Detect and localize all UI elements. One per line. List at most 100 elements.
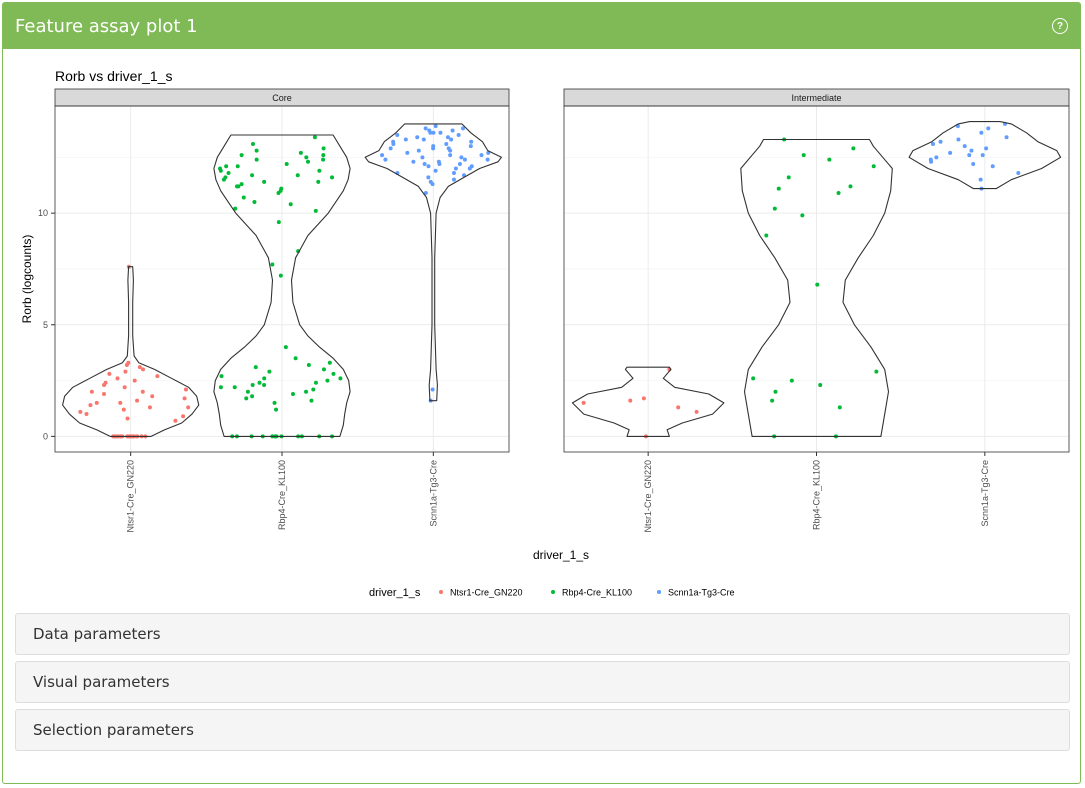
data-point	[459, 155, 464, 160]
data-point	[245, 389, 250, 394]
data-point	[121, 407, 126, 412]
data-point	[423, 191, 428, 196]
data-point	[312, 135, 317, 140]
violin-shape	[908, 121, 1062, 190]
data-point	[426, 164, 431, 169]
data-point	[150, 394, 155, 399]
data-point	[1004, 135, 1009, 140]
facet-strip-label: Intermediate	[791, 93, 841, 103]
data-point	[1016, 170, 1021, 175]
question-circle-icon[interactable]: ?	[1052, 18, 1068, 34]
data-point	[403, 137, 408, 142]
x-axis-label: driver_1_s	[533, 548, 589, 562]
data-point	[416, 148, 421, 153]
data-point	[421, 137, 426, 142]
data-point	[874, 369, 879, 374]
data-point	[772, 206, 777, 211]
data-point	[288, 202, 293, 207]
data-point	[934, 155, 939, 160]
panel-border	[54, 105, 510, 453]
data-point	[437, 162, 442, 167]
data-point	[89, 389, 94, 394]
facet-strip-label: Core	[272, 93, 292, 103]
selection-parameters-label: Selection parameters	[33, 721, 194, 739]
legend-entry-label: Scnn1a-Tg3-Cre	[668, 588, 735, 598]
data-point	[431, 130, 436, 135]
data-point	[445, 135, 450, 140]
data-point	[284, 162, 289, 167]
x-tick-label: Rbp4-Cre_KL100	[277, 460, 287, 530]
panel-header: Feature assay plot 1 ?	[3, 3, 1080, 49]
y-axis-label: Rorb (logcounts)	[20, 235, 34, 324]
data-parameters-section[interactable]: Data parameters	[15, 613, 1070, 655]
visual-parameters-section[interactable]: Visual parameters	[15, 661, 1070, 703]
data-point	[800, 213, 805, 218]
data-point	[948, 150, 953, 155]
data-point	[305, 159, 310, 164]
data-point	[262, 376, 267, 381]
panel-title: Feature assay plot 1	[15, 15, 198, 37]
data-point	[293, 356, 298, 361]
data-point	[155, 374, 160, 379]
data-point	[456, 133, 461, 138]
data-point	[428, 179, 433, 184]
data-point	[383, 157, 388, 162]
legend-key	[439, 590, 443, 594]
data-point	[135, 398, 140, 403]
data-point	[338, 376, 343, 381]
data-point	[676, 405, 681, 410]
data-point	[123, 369, 128, 374]
x-tick-label: Ntsr1-Cre_GN220	[643, 460, 653, 533]
plot-title: Rorb vs driver_1_s	[55, 68, 173, 84]
y-tick-label: 5	[43, 320, 48, 330]
data-point	[837, 405, 842, 410]
data-point	[252, 199, 257, 204]
data-point	[313, 208, 318, 213]
violin-shape	[364, 123, 502, 402]
data-point	[321, 146, 326, 151]
data-point	[223, 175, 228, 180]
data-point	[78, 409, 83, 414]
y-tick-label: 10	[38, 208, 48, 218]
data-point	[978, 177, 983, 182]
data-point	[283, 345, 288, 350]
data-point	[457, 162, 462, 167]
data-point	[851, 146, 856, 151]
data-point	[321, 157, 326, 162]
violin-shape	[740, 138, 893, 437]
legend-title: driver_1_s	[369, 587, 421, 599]
data-point	[433, 168, 438, 173]
violin-plot[interactable]: Rorb vs driver_1_s Core Ntsr1-Cre_GN220 Rb…	[3, 51, 1082, 606]
legend-key	[551, 590, 555, 594]
data-point	[304, 389, 309, 394]
data-point	[479, 153, 484, 158]
data-point	[107, 371, 112, 376]
data-point	[422, 162, 427, 167]
data-point	[986, 126, 991, 131]
data-point	[801, 153, 806, 158]
data-point	[789, 378, 794, 383]
x-tick-label: Ntsr1-Cre_GN220	[126, 460, 136, 533]
x-tick-label: Scnn1a-Tg3-Cre	[428, 460, 438, 527]
data-point	[298, 150, 303, 155]
data-point	[250, 394, 255, 399]
data-point	[253, 365, 258, 370]
data-point	[751, 376, 756, 381]
data-point	[250, 173, 255, 178]
data-point	[453, 166, 458, 171]
data-point	[391, 139, 396, 144]
data-point	[236, 184, 241, 189]
data-point	[460, 126, 465, 131]
data-point	[122, 385, 127, 390]
violin-shape	[571, 366, 725, 437]
data-point	[980, 153, 985, 158]
legend-key	[657, 590, 661, 594]
violin-shape	[213, 134, 351, 437]
data-point	[244, 396, 249, 401]
data-point	[309, 398, 314, 403]
data-point	[836, 191, 841, 196]
data-point	[448, 153, 453, 158]
data-point	[776, 186, 781, 191]
selection-parameters-section[interactable]: Selection parameters	[15, 709, 1070, 751]
